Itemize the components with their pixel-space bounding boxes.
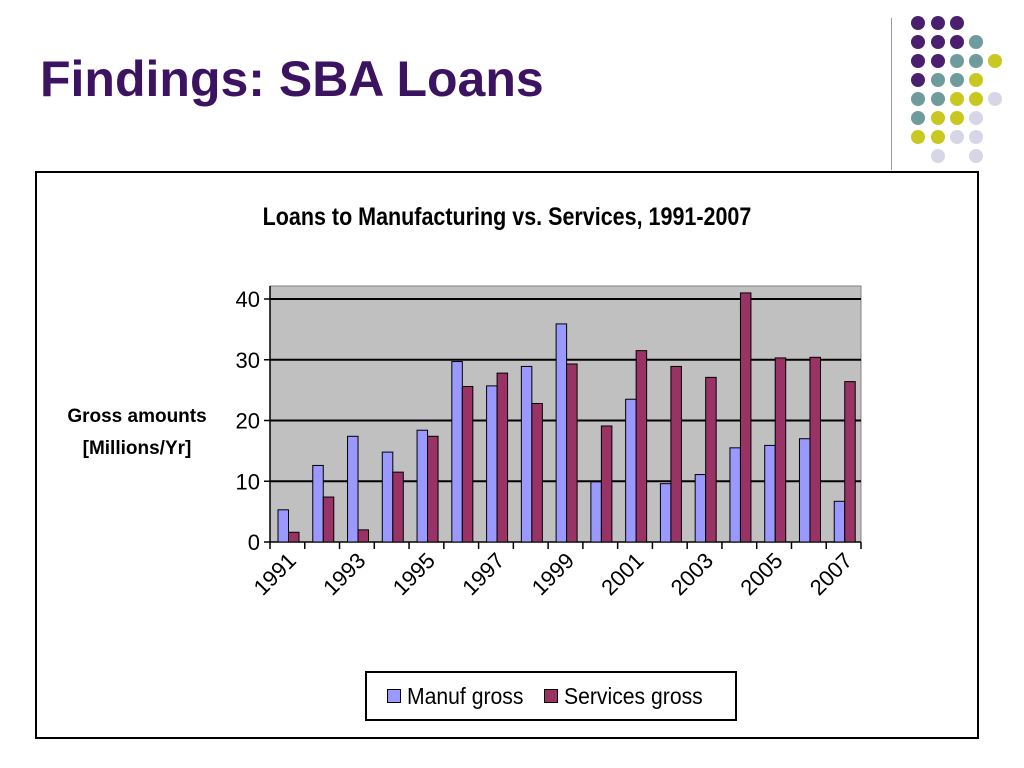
bar-services [600, 425, 613, 543]
decorative-dot [950, 54, 964, 68]
bar-manuf [625, 398, 637, 543]
bar-services [357, 529, 370, 543]
decorative-dot [969, 54, 983, 68]
decorative-dot [988, 92, 1002, 106]
decorative-dot [931, 54, 945, 68]
bar-manuf [694, 474, 707, 543]
decorative-dot [911, 16, 925, 30]
decorative-dot [931, 111, 945, 125]
bar-manuf [277, 509, 289, 543]
bar-services [288, 531, 300, 543]
y-tick-label: 0 [248, 530, 260, 555]
x-tick-label: 2005 [735, 548, 787, 600]
x-tick-label: 1993 [318, 548, 370, 600]
decorative-dot [969, 149, 983, 163]
decorative-dot [950, 130, 964, 144]
bar-manuf [798, 438, 811, 543]
bar-services [461, 385, 474, 543]
x-tick-label: 2003 [666, 548, 718, 600]
bar-manuf [520, 365, 533, 543]
bar-services [670, 365, 682, 543]
legend-item-manuf: Manuf gross [387, 683, 534, 710]
divider-line [891, 18, 892, 170]
decorative-dot [950, 16, 964, 30]
y-axis-label-line-2: [Millions/Yr] [82, 438, 192, 459]
bar-manuf [590, 481, 602, 543]
bar-services [322, 496, 335, 543]
decorative-dot [911, 54, 925, 68]
decorative-dot [931, 149, 945, 163]
decorative-dot [950, 111, 964, 125]
bar-services [427, 435, 439, 543]
bar-services [635, 350, 648, 543]
chart-frame: 0 10 20 30 40 1991 1993 1995 1997 1999 2001 2003 200… [35, 171, 979, 739]
decorative-dot [911, 130, 925, 144]
decorative-dot [969, 111, 983, 125]
bar-manuf [555, 323, 568, 543]
y-tick-label: 20 [236, 409, 260, 434]
bar-manuf [312, 464, 324, 543]
decorative-dot [931, 130, 945, 144]
x-tick-label: 1991 [249, 548, 301, 600]
decorative-dot [931, 16, 945, 30]
bar-manuf [833, 500, 846, 543]
decorative-dot [911, 111, 925, 125]
decorative-dot [931, 92, 945, 106]
decorative-dot [988, 54, 1002, 68]
y-axis-label: Gross amounts [Millions/Yr] [42, 401, 232, 465]
decorative-dot [969, 73, 983, 87]
y-tick-label: 30 [236, 348, 260, 373]
decorative-dot [931, 73, 945, 87]
decorative-dot [969, 92, 983, 106]
bar-manuf [486, 385, 498, 543]
x-tick-label: 1995 [388, 548, 440, 600]
bar-services [739, 292, 752, 543]
y-axis-label-line-1: Gross amounts [67, 406, 207, 427]
legend-label-services: Services gross [563, 682, 703, 709]
decorative-dot [911, 92, 925, 106]
x-tick-label: 1997 [457, 548, 509, 600]
legend-label-manuf: Manuf gross [407, 682, 524, 709]
bar-manuf [347, 435, 359, 543]
bar-chart: 0 10 20 30 40 1991 1993 1995 1997 1999 2001 2003 200… [236, 285, 862, 600]
bar-services [566, 363, 578, 543]
legend-swatch-services [543, 689, 558, 703]
legend-swatch-manuf [387, 689, 402, 703]
decorative-dot [950, 35, 964, 49]
y-tick-label: 10 [236, 469, 260, 494]
bar-manuf [451, 361, 463, 543]
x-tick-label: 1999 [527, 548, 579, 600]
decorative-dot [950, 92, 964, 106]
slide-title: Findings: SBA Loans [40, 51, 544, 107]
y-tick-label: 40 [236, 287, 260, 312]
decorative-dot [911, 73, 925, 87]
bar-services [496, 372, 509, 543]
bar-services [705, 376, 717, 543]
decorative-dot [969, 130, 983, 144]
bar-services [392, 471, 404, 543]
x-tick-label: 2007 [805, 548, 857, 600]
bar-manuf [659, 483, 672, 543]
decorative-dot [931, 35, 945, 49]
bar-services [531, 402, 543, 543]
x-tick-label: 2001 [596, 548, 648, 600]
bar-manuf [764, 444, 776, 543]
bar-manuf [729, 447, 741, 543]
bar-manuf [381, 451, 394, 543]
bar-services [844, 381, 856, 543]
bar-manuf [416, 429, 429, 543]
decorative-dot [950, 73, 964, 87]
chart-title: Loans to Manufacturing vs. Services, 199… [262, 203, 752, 231]
bar-services [809, 356, 821, 543]
legend-item-services: Services gross [543, 682, 715, 710]
legend: Manuf gross Services gross [365, 671, 737, 721]
decorative-dot [969, 35, 983, 49]
bar-services [774, 357, 787, 543]
decorative-dot [911, 35, 925, 49]
